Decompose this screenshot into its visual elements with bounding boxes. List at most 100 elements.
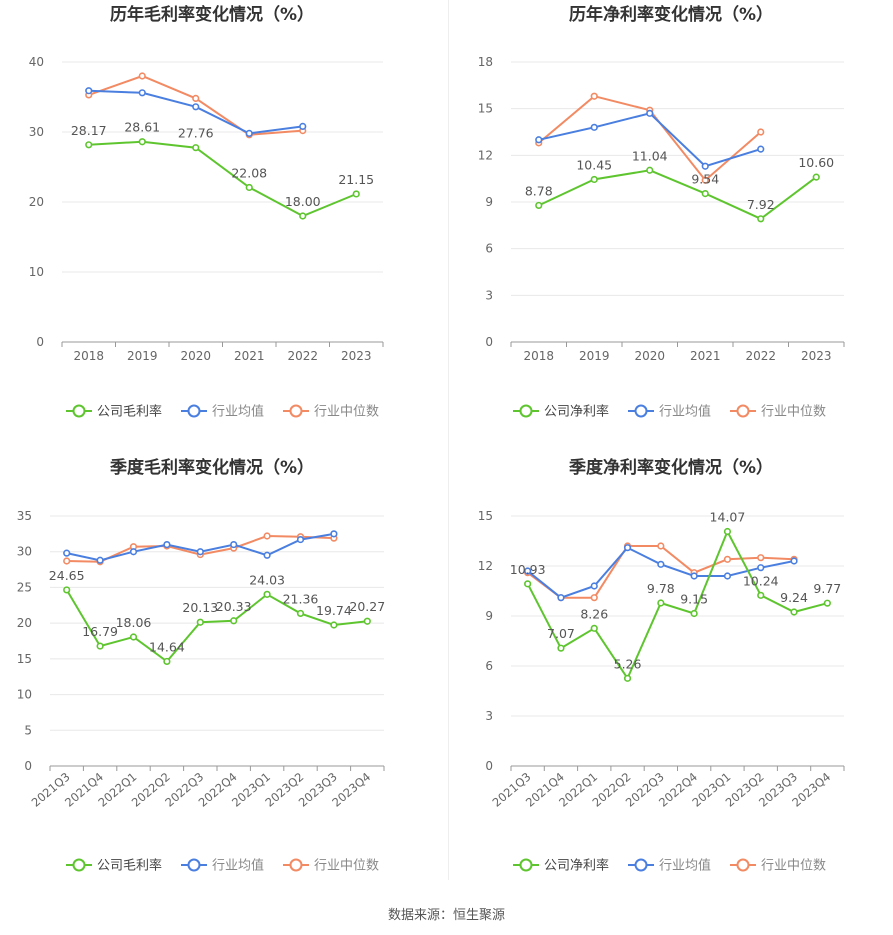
y-tick-label: 0 bbox=[36, 335, 44, 349]
data-point bbox=[245, 183, 253, 192]
data-label: 14.64 bbox=[149, 639, 185, 654]
legend-label: 公司毛利率 bbox=[97, 404, 162, 420]
legend-item[interactable]: 行业中位数 bbox=[283, 858, 379, 874]
legend-label: 公司毛利率 bbox=[97, 858, 162, 874]
data-label: 5.26 bbox=[614, 656, 642, 671]
y-tick-label: 40 bbox=[29, 55, 44, 69]
data-point bbox=[299, 122, 307, 130]
data-point bbox=[163, 540, 171, 549]
series-line bbox=[88, 140, 357, 218]
legend-label: 行业中位数 bbox=[314, 405, 379, 420]
data-point bbox=[63, 586, 71, 594]
legend-item[interactable]: 行业均值 bbox=[181, 858, 264, 874]
data-point bbox=[646, 166, 654, 174]
data-label: 10.60 bbox=[798, 155, 834, 170]
data-label: 27.76 bbox=[178, 126, 214, 141]
data-point bbox=[296, 609, 305, 618]
data-point bbox=[138, 72, 146, 80]
legend-item[interactable]: 行业均值 bbox=[181, 404, 264, 420]
y-tick-label: 30 bbox=[17, 545, 32, 559]
circle-line-icon bbox=[736, 858, 750, 872]
data-point bbox=[192, 144, 200, 152]
y-tick-label: 0 bbox=[485, 759, 493, 773]
legend-item[interactable]: 行业均值 bbox=[628, 858, 711, 874]
data-label: 9.78 bbox=[647, 581, 675, 596]
circle-line-icon bbox=[72, 858, 86, 872]
data-point bbox=[657, 599, 665, 607]
annual-net-margin-chart: 历年净利率变化情况（%） 0 3 6 9 12 15 18 2018 2019 2020 2021 20… bbox=[449, 0, 893, 440]
data-point bbox=[701, 190, 709, 198]
series-line bbox=[538, 169, 817, 220]
y-tick-label: 20 bbox=[17, 616, 32, 630]
legend-item[interactable]: 公司毛利率 bbox=[66, 404, 162, 420]
data-point bbox=[646, 109, 654, 117]
data-point bbox=[296, 535, 305, 544]
annual-gross-margin-chart: 历年毛利率变化情况（%） 0 10 20 30 40 2018 2019 2020 2021 202… bbox=[0, 0, 448, 440]
legend-item[interactable]: 行业均值 bbox=[628, 404, 711, 420]
x-tick-label: 2023 bbox=[801, 349, 832, 363]
data-point bbox=[535, 136, 543, 144]
data-point bbox=[263, 590, 271, 598]
legend-label: 公司净利率 bbox=[544, 404, 609, 420]
legend-item[interactable]: 行业中位数 bbox=[730, 404, 826, 420]
data-point bbox=[723, 572, 732, 580]
data-point bbox=[701, 176, 709, 184]
legend-label: 行业均值 bbox=[659, 858, 711, 874]
data-point bbox=[230, 617, 238, 625]
chart-title: 历年毛利率变化情况（%） bbox=[110, 4, 314, 25]
data-label: 28.61 bbox=[124, 120, 160, 135]
data-point bbox=[85, 87, 93, 95]
y-tick-label: 6 bbox=[485, 659, 493, 673]
y-tick-label: 9 bbox=[485, 609, 493, 623]
data-point bbox=[690, 609, 698, 618]
data-label: 9.15 bbox=[680, 592, 708, 607]
data-point bbox=[263, 551, 271, 559]
circle-line-icon bbox=[634, 858, 648, 872]
data-label: 9.54 bbox=[691, 172, 719, 187]
y-tick-label: 15 bbox=[478, 509, 493, 523]
y-tick-label: 0 bbox=[485, 335, 493, 349]
data-label: 10.45 bbox=[576, 157, 612, 172]
x-tick-label: 2021 bbox=[234, 349, 265, 363]
chart-canvas: 历年净利率变化情况（%） 0 3 6 9 12 15 18 2018 2019 2020 2021 20… bbox=[478, 4, 845, 420]
data-point bbox=[757, 128, 765, 136]
data-point bbox=[590, 582, 598, 590]
data-label: 11.04 bbox=[632, 148, 668, 163]
data-point bbox=[63, 549, 71, 557]
y-tick-label: 10 bbox=[29, 265, 44, 279]
circle-line-icon bbox=[519, 404, 533, 418]
x-tick-label: 2018 bbox=[73, 349, 104, 363]
legend-item[interactable]: 公司净利率 bbox=[513, 858, 609, 874]
data-label: 24.03 bbox=[249, 572, 285, 587]
x-tick-label: 2022 bbox=[745, 349, 776, 363]
data-label: 14.07 bbox=[710, 510, 746, 525]
x-tick-label: 2020 bbox=[634, 349, 665, 363]
y-tick-label: 25 bbox=[17, 580, 32, 594]
circle-line-icon bbox=[187, 404, 201, 418]
data-point bbox=[96, 642, 104, 650]
data-point bbox=[196, 548, 204, 556]
data-point bbox=[524, 567, 532, 575]
y-tick-label: 18 bbox=[478, 55, 493, 69]
data-point bbox=[657, 542, 665, 550]
data-label: 18.06 bbox=[116, 615, 152, 630]
data-point bbox=[757, 145, 765, 153]
x-tick-label: 2019 bbox=[127, 349, 158, 363]
data-point bbox=[557, 594, 565, 602]
x-tick-label: 2019 bbox=[579, 349, 610, 363]
data-label: 21.36 bbox=[283, 591, 319, 606]
legend-item[interactable]: 行业中位数 bbox=[730, 858, 826, 874]
data-point bbox=[196, 618, 204, 626]
legend-item[interactable]: 公司净利率 bbox=[513, 404, 609, 420]
chart-canvas: 季度净利率变化情况（%）036912152021Q32021Q42022Q120… bbox=[478, 457, 845, 874]
data-label: 28.17 bbox=[71, 123, 107, 138]
legend-item[interactable]: 行业中位数 bbox=[283, 404, 379, 420]
series-line bbox=[526, 529, 828, 681]
data-point bbox=[723, 527, 732, 536]
data-source-note: 数据来源：恒生聚源 bbox=[387, 908, 505, 923]
legend-item[interactable]: 公司毛利率 bbox=[66, 858, 162, 874]
data-label: 22.08 bbox=[231, 165, 267, 180]
circle-line-icon bbox=[519, 858, 533, 872]
data-point bbox=[590, 624, 598, 632]
data-point bbox=[192, 94, 200, 102]
